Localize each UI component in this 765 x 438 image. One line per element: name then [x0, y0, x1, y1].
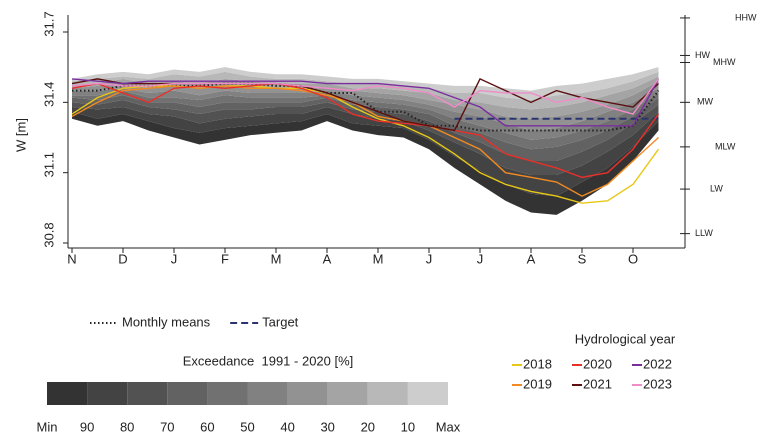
series-line [72, 82, 660, 132]
x-tick-label: M [271, 251, 282, 266]
reference-label: MW [697, 97, 713, 107]
exceedance-label: Min [37, 419, 58, 434]
exceedance-swatch [167, 382, 208, 405]
reference-label: HW [695, 50, 710, 60]
reference-label: LW [710, 183, 723, 193]
x-tick-label: O [628, 251, 638, 266]
x-tick-label: S [578, 251, 587, 266]
series-line [71, 78, 660, 115]
series-line [71, 85, 659, 197]
exceedance-swatch [87, 382, 128, 405]
legend-label: 2021 [583, 376, 612, 391]
exceedance-label: 30 [320, 419, 334, 434]
legend-label: 2023 [643, 376, 672, 391]
series-line [71, 78, 660, 127]
y-axis-label: W [m] [13, 118, 28, 152]
legend-label: Monthly means [122, 314, 211, 329]
exceedance-label: 50 [240, 419, 254, 434]
x-tick-label: J [171, 251, 178, 266]
exceedance-swatch [127, 382, 168, 405]
exceedance-band [72, 90, 659, 150]
x-tick-label: J [426, 251, 433, 266]
x-tick-label: N [67, 251, 76, 266]
exceedance-label: 20 [361, 419, 375, 434]
y-tick-label: 31.7 [41, 11, 56, 36]
exceedance-swatch [327, 382, 368, 405]
y-tick-label: 30.8 [41, 222, 56, 247]
exceedance-label: 10 [401, 419, 415, 434]
exceedance-band [72, 71, 659, 110]
reference-label: MLW [715, 141, 736, 151]
legend-label: 2020 [583, 356, 612, 371]
reference-label: LLW [695, 228, 713, 238]
exceedance-swatch [367, 382, 408, 405]
legend-label: Target [262, 314, 299, 329]
x-tick-label: J [477, 251, 484, 266]
exceedance-swatch [247, 382, 288, 405]
y-tick-label: 31.1 [41, 152, 56, 177]
series-line [71, 82, 660, 179]
exceedance-label: 80 [120, 419, 134, 434]
reference-label: HHW [735, 12, 757, 22]
legend-title: Hydrological year [575, 331, 676, 346]
exceedance-title: Exceedance 1991 - 2020 [%] [183, 353, 354, 368]
exceedance-band [72, 95, 659, 161]
x-tick-label: A [323, 251, 332, 266]
y-tick-label: 31.4 [41, 82, 56, 107]
x-tick-label: F [221, 251, 229, 266]
legend-label: 2022 [643, 356, 672, 371]
exceedance-label: Max [436, 419, 461, 434]
exceedance-label: 70 [160, 419, 174, 434]
exceedance-swatch [407, 382, 448, 405]
exceedance-label: 90 [80, 419, 94, 434]
x-tick-label: M [373, 251, 384, 266]
exceedance-band [72, 88, 659, 140]
exceedance-swatch [207, 382, 248, 405]
exceedance-label: 40 [280, 419, 294, 434]
x-tick-label: A [527, 251, 536, 266]
legend-label: 2019 [523, 376, 552, 391]
reference-label: MHW [713, 57, 736, 67]
exceedance-band [72, 111, 659, 215]
exceedance-swatch [47, 382, 88, 405]
legend-label: 2018 [523, 356, 552, 371]
exceedance-label: 60 [200, 419, 214, 434]
exceedance-bands [72, 67, 659, 215]
exceedance-band [72, 76, 659, 119]
x-tick-label: D [118, 251, 127, 266]
exceedance-swatch [287, 382, 328, 405]
